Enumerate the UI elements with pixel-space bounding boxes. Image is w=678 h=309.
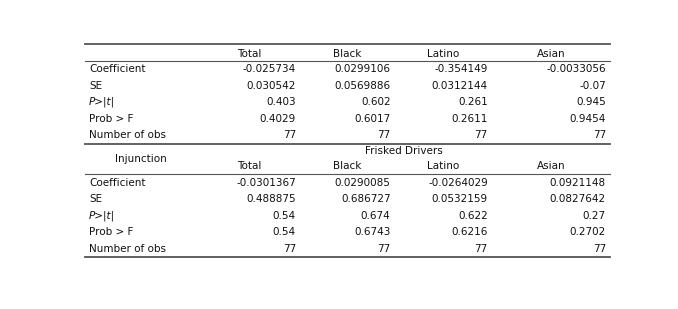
Text: -0.07: -0.07	[579, 81, 606, 91]
Text: 0.0921148: 0.0921148	[550, 178, 606, 188]
Text: 0.030542: 0.030542	[247, 81, 296, 91]
Text: 0.674: 0.674	[361, 211, 391, 221]
Text: Number of obs: Number of obs	[89, 130, 166, 140]
Text: Black: Black	[334, 49, 361, 59]
Text: Coefficient: Coefficient	[89, 64, 146, 74]
Text: 0.261: 0.261	[458, 97, 487, 107]
Text: Coefficient: Coefficient	[89, 178, 146, 188]
Text: 77: 77	[475, 244, 487, 254]
Text: 0.6216: 0.6216	[452, 227, 487, 237]
Text: Prob > F: Prob > F	[89, 114, 134, 124]
Text: 0.6743: 0.6743	[354, 227, 391, 237]
Text: 0.686727: 0.686727	[341, 194, 391, 204]
Text: 77: 77	[283, 130, 296, 140]
Text: -0.0033056: -0.0033056	[546, 64, 606, 74]
Text: 0.0312144: 0.0312144	[432, 81, 487, 91]
Text: 0.403: 0.403	[266, 97, 296, 107]
Text: 77: 77	[475, 130, 487, 140]
Text: 0.0290085: 0.0290085	[335, 178, 391, 188]
Text: Black: Black	[334, 161, 361, 171]
Text: 77: 77	[283, 244, 296, 254]
Text: P>|t|: P>|t|	[89, 210, 115, 221]
Text: 77: 77	[593, 244, 606, 254]
Text: 0.27: 0.27	[583, 211, 606, 221]
Text: SE: SE	[89, 194, 102, 204]
Text: -0.025734: -0.025734	[243, 64, 296, 74]
Text: 0.54: 0.54	[273, 211, 296, 221]
Text: Total: Total	[237, 161, 261, 171]
Text: Prob > F: Prob > F	[89, 227, 134, 237]
Text: 0.6017: 0.6017	[355, 114, 391, 124]
Text: 77: 77	[378, 130, 391, 140]
Text: 0.2702: 0.2702	[570, 227, 606, 237]
Text: Latino: Latino	[427, 161, 460, 171]
Text: Total: Total	[237, 49, 261, 59]
Text: Asian: Asian	[537, 49, 565, 59]
Text: 0.0569886: 0.0569886	[334, 81, 391, 91]
Text: 0.0532159: 0.0532159	[432, 194, 487, 204]
Text: 0.9454: 0.9454	[570, 114, 606, 124]
Text: 0.4029: 0.4029	[260, 114, 296, 124]
Text: 0.602: 0.602	[361, 97, 391, 107]
Text: -0.0264029: -0.0264029	[428, 178, 487, 188]
Text: 0.0299106: 0.0299106	[334, 64, 391, 74]
Text: 77: 77	[593, 130, 606, 140]
Text: Frisked Drivers: Frisked Drivers	[365, 146, 443, 156]
Text: Asian: Asian	[537, 161, 565, 171]
Text: 0.488875: 0.488875	[246, 194, 296, 204]
Text: 77: 77	[378, 244, 391, 254]
Text: 0.622: 0.622	[458, 211, 487, 221]
Text: 0.945: 0.945	[576, 97, 606, 107]
Text: SE: SE	[89, 81, 102, 91]
Text: -0.354149: -0.354149	[435, 64, 487, 74]
Text: 0.0827642: 0.0827642	[550, 194, 606, 204]
Text: P>|t|: P>|t|	[89, 97, 115, 108]
Text: -0.0301367: -0.0301367	[236, 178, 296, 188]
Text: Injunction: Injunction	[115, 154, 167, 164]
Text: Latino: Latino	[427, 49, 460, 59]
Text: 0.54: 0.54	[273, 227, 296, 237]
Text: 0.2611: 0.2611	[452, 114, 487, 124]
Text: Number of obs: Number of obs	[89, 244, 166, 254]
